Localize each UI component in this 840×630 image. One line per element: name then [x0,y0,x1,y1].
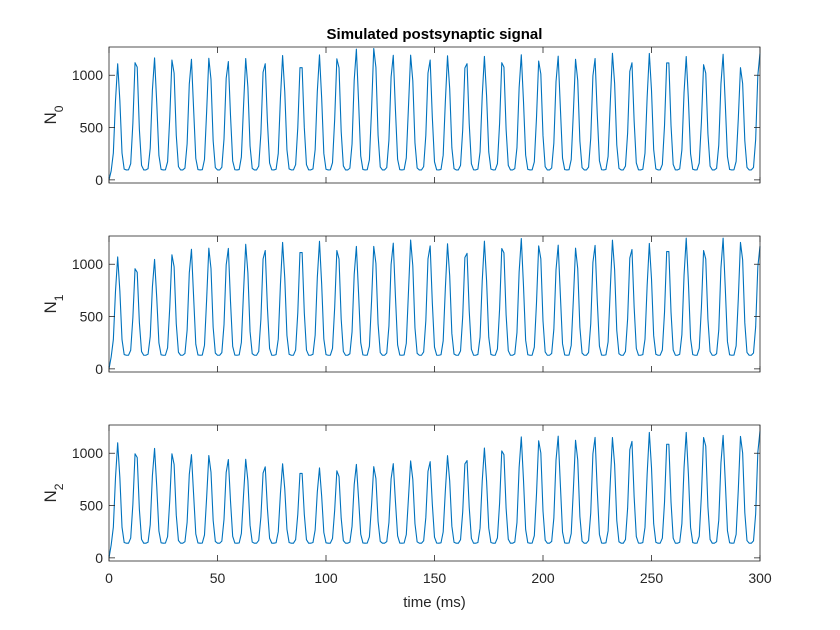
y-tick-label: 0 [95,361,103,377]
y-tick-label: 1000 [72,256,103,272]
y-tick-label: 500 [80,498,104,514]
plot-area [109,236,760,372]
y-tick-label: 500 [80,120,104,136]
y-tick-label: 1000 [72,67,103,83]
axes-box [108,235,761,373]
x-tick-label: 200 [531,570,555,586]
x-tick-label: 300 [748,570,772,586]
y-tick-label: 500 [80,309,104,325]
signal-line [108,47,761,180]
y-tick-label: 0 [95,550,103,566]
x-tick-label: 250 [640,570,664,586]
subplot-n0: Simulated postsynaptic signal 0 500 1000 N… [41,26,761,188]
x-tick-label: 0 [105,570,113,586]
subplot-n2: 0 500 1000 0 50 100 150 200 250 300 N2 time (ms) [41,424,772,611]
y-tick-label: 0 [95,172,103,188]
signal-line [108,431,761,558]
y-tick-label: 1000 [72,445,103,461]
signal-line [108,237,761,369]
subplot-n1: 0 500 1000 N1 [41,235,761,377]
axes-box [108,46,761,184]
axes-box [108,424,761,562]
y-axis-label: N1 [41,294,66,313]
chart-title: Simulated postsynaptic signal [327,26,543,43]
y-axis-label: N0 [41,105,66,124]
x-tick-label: 50 [210,570,226,586]
x-axis-label: time (ms) [403,594,466,611]
y-axis-label: N2 [41,483,66,502]
x-tick-label: 100 [314,570,338,586]
x-tick-label: 150 [423,570,447,586]
